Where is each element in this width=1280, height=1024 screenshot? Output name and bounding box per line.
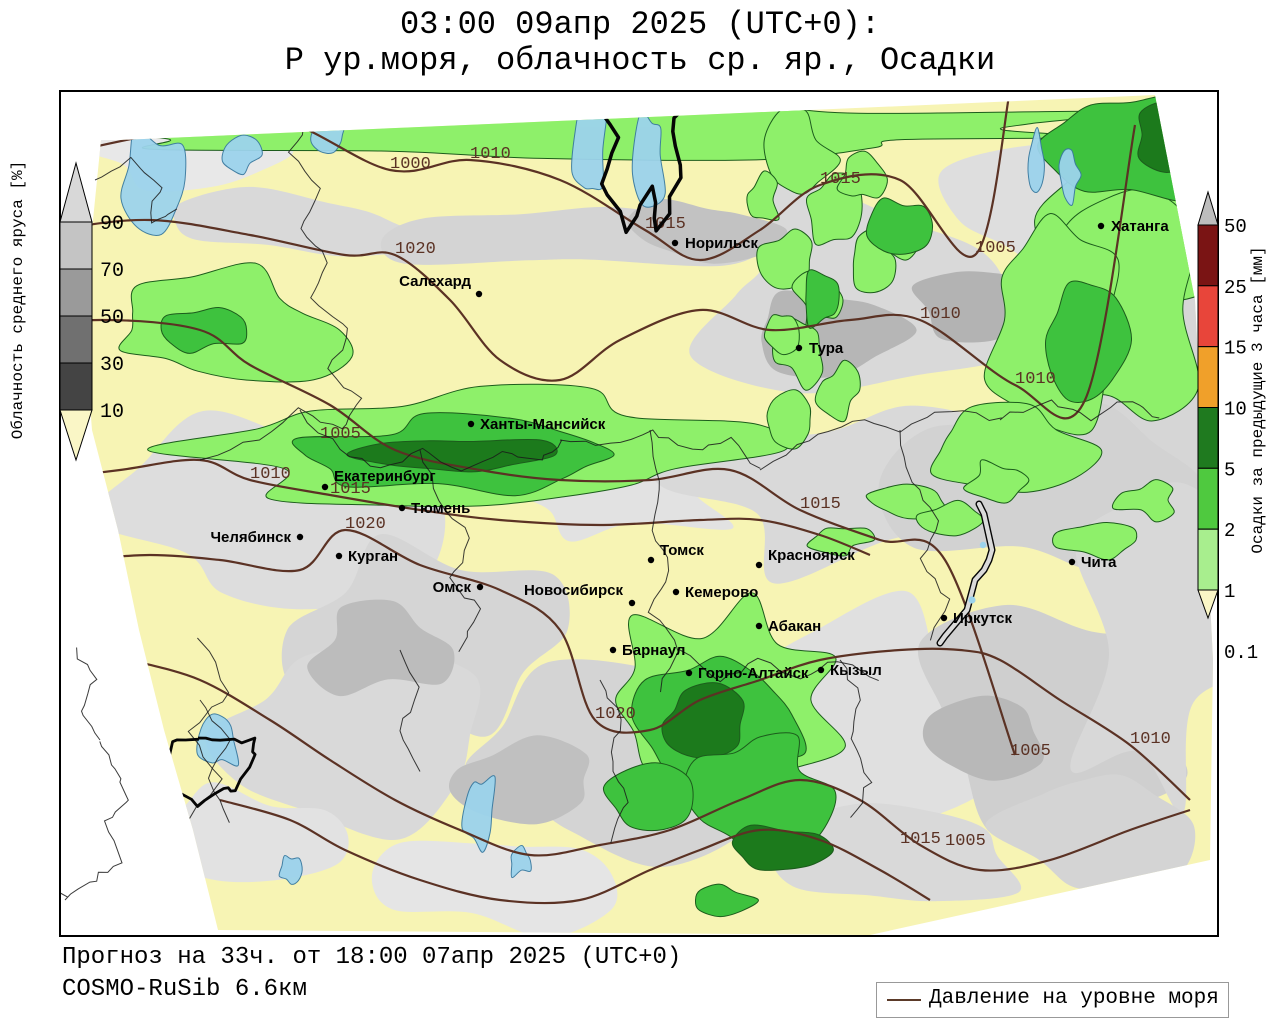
svg-text:Тюмень: Тюмень [411,500,470,517]
svg-text:1015: 1015 [900,830,941,849]
svg-text:1010: 1010 [470,145,511,164]
svg-text:Томск: Томск [660,542,704,559]
svg-text:Норильск: Норильск [685,235,758,252]
svg-text:1005: 1005 [945,832,986,851]
svg-text:1005: 1005 [1010,742,1051,761]
svg-text:1010: 1010 [1130,730,1171,749]
svg-text:Красноярск: Красноярск [768,547,855,564]
svg-text:25: 25 [1224,277,1247,299]
svg-text:Тура: Тура [809,340,844,357]
svg-text:50: 50 [100,307,124,330]
svg-text:1010: 1010 [1015,370,1056,389]
svg-text:15: 15 [1224,338,1247,360]
svg-text:1010: 1010 [920,305,961,324]
svg-text:Челябинск: Челябинск [210,529,291,546]
svg-text:1000: 1000 [390,155,431,174]
svg-text:1015: 1015 [800,495,841,514]
svg-text:Ханты-Мансийск: Ханты-Мансийск [480,416,606,433]
svg-text:Чита: Чита [1081,554,1117,571]
svg-text:Кемерово: Кемерово [685,584,758,601]
svg-text:Абакан: Абакан [768,618,821,635]
svg-text:1: 1 [1224,581,1235,603]
svg-text:Омск: Омск [433,579,472,596]
svg-text:Салехард: Салехард [399,273,471,290]
svg-text:1020: 1020 [595,705,636,724]
svg-text:Барнаул: Барнаул [622,642,685,659]
svg-text:10: 10 [100,401,124,424]
svg-text:Облачность среднего яруса [%]: Облачность среднего яруса [%] [9,161,27,439]
svg-text:Екатеринбург: Екатеринбург [334,468,436,485]
svg-text:10: 10 [1224,399,1247,421]
svg-text:2: 2 [1224,520,1235,542]
svg-text:1015: 1015 [820,170,861,189]
svg-text:1010: 1010 [250,465,291,484]
svg-text:1005: 1005 [975,239,1016,258]
svg-text:70: 70 [100,260,124,283]
svg-text:30: 30 [100,354,124,377]
svg-text:1020: 1020 [395,240,436,259]
svg-text:Иркутск: Иркутск [953,610,1012,627]
svg-text:0.1: 0.1 [1224,642,1258,664]
svg-text:Хатанга: Хатанга [1111,218,1169,235]
svg-text:Новосибирск: Новосибирск [524,582,624,599]
svg-text:5: 5 [1224,459,1235,481]
svg-text:1020: 1020 [345,515,386,534]
svg-text:Курган: Курган [348,548,398,565]
svg-text:1000: 1000 [1085,39,1126,58]
svg-text:90: 90 [100,213,124,236]
svg-text:1000: 1000 [605,59,646,78]
svg-text:Горно-Алтайск: Горно-Алтайск [698,665,809,682]
svg-text:50: 50 [1224,216,1247,238]
svg-text:Осадки за предыдущие 3 часа [м: Осадки за предыдущие 3 часа [мм] [1249,246,1267,553]
svg-text:Кызыл: Кызыл [830,662,882,679]
